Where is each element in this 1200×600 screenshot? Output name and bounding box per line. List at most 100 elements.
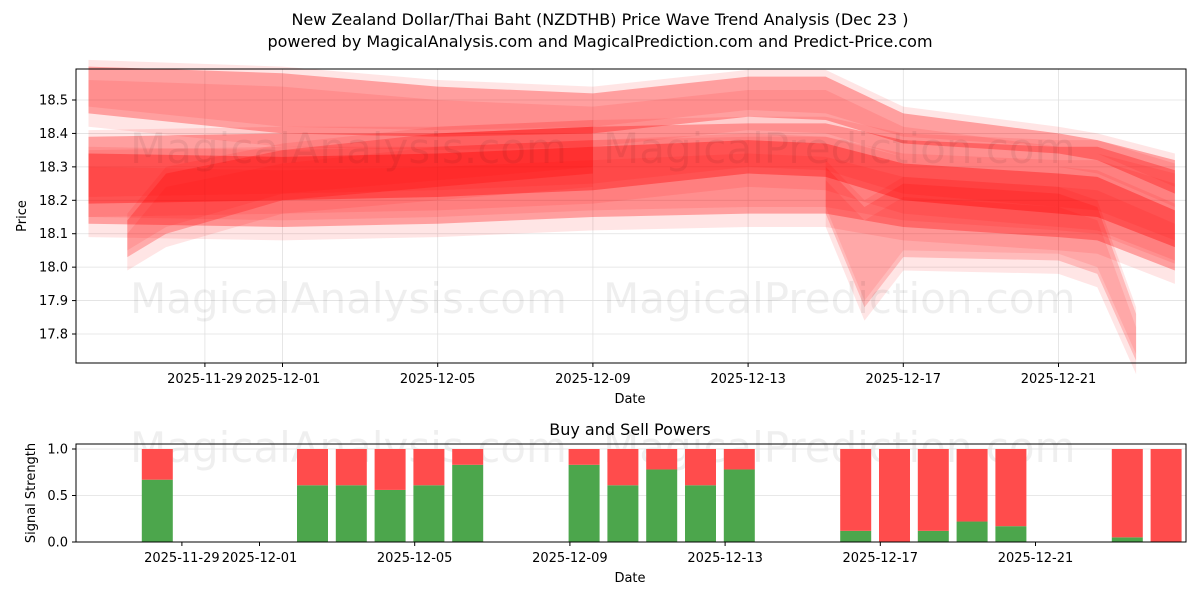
buy-segment [646,469,678,542]
sell-segment [141,449,173,480]
wave-late-drop-layer [825,160,1137,355]
price-plot-frame [75,68,1187,364]
signal-bar [1111,449,1143,542]
y-tick-label: 18.3 [39,160,68,175]
sell-segment [956,449,988,522]
sell-segment [646,449,678,470]
sell-segment [840,449,872,531]
signal-bar [956,449,988,542]
wave-upper-band [88,66,1175,194]
signal-bar [374,449,406,542]
sell-segment [723,449,755,470]
x-tick-label: 2025-11-29 [167,372,243,387]
y-tick-label: 17.9 [39,294,68,309]
buy-segment [413,485,445,542]
sell-segment [879,449,910,542]
y-tick-label: 18.1 [39,227,68,242]
wave-early-dip-layer [127,120,593,251]
buy-segment [1111,537,1143,542]
x-tick-label: 2025-12-05 [377,551,453,566]
signal-bar [568,449,600,542]
buy-segment [840,530,872,542]
wave-late-drop-layer [825,180,1137,375]
x-tick-label: 2025-12-09 [532,551,608,566]
wave-wide-band [88,123,1175,271]
wave-late-drop [825,166,1137,361]
signal-y-axis: 0.0 0.5 1.0 [47,443,76,551]
price-wave-bands [88,59,1175,375]
buy-segment [995,526,1027,542]
buy-segment [685,485,716,542]
buy-segment [335,485,367,542]
y-tick-label: 0.0 [47,536,68,551]
wave-early-dip-layer [127,140,593,271]
x-tick-label: 2025-12-01 [222,551,298,566]
sell-segment [1150,449,1182,542]
x-tick-label: 2025-12-05 [400,372,476,387]
x-tick-label: 2025-12-13 [687,551,763,566]
signal-bar [685,449,716,542]
signal-bar [879,449,910,542]
y-tick-label: 1.0 [47,443,68,458]
price-x-label: Date [614,392,645,407]
watermark-1: MagicalAnalysis.com [130,124,567,173]
wave-upper-band-layer [88,79,1175,207]
signal-bar [297,449,328,542]
buy-segment [917,530,949,542]
sell-segment [452,449,484,465]
watermark-3: MagicalAnalysis.com [130,274,567,323]
y-tick-label: 18.4 [39,127,68,142]
sell-segment [568,449,600,465]
signal-bar [917,449,949,542]
price-grid [76,69,1186,363]
signal-x-axis: 2025-11-29 2025-12-01 2025-12-05 2025-12-09… [144,542,1073,566]
sell-segment [413,449,445,486]
y-tick-label: 17.8 [39,328,68,343]
chart-subtitle: powered by MagicalAnalysis.com and Magic… [267,32,933,51]
signal-y-label: Signal Strength [24,443,39,543]
buy-segment [956,521,988,542]
y-tick-label: 0.5 [47,489,68,504]
buy-segment [723,469,755,542]
x-tick-label: 2025-12-21 [1021,372,1097,387]
chart-title: New Zealand Dollar/Thai Baht (NZDTHB) Pr… [291,10,909,29]
buy-segment [452,464,484,542]
watermark-2: MagicalPrediction.com [603,124,1076,173]
x-tick-label: 2025-12-21 [998,551,1074,566]
sell-segment [685,449,716,486]
signal-bar [413,449,445,542]
signal-chart-title: Buy and Sell Powers [549,420,711,439]
x-tick-label: 2025-12-17 [866,372,942,387]
x-tick-label: 2025-11-29 [144,551,220,566]
y-tick-label: 18.2 [39,194,68,209]
x-tick-label: 2025-12-17 [843,551,919,566]
signal-bar [840,449,872,542]
signal-plot-frame [75,443,1187,543]
price-y-axis: 17.8 17.9 18.0 18.1 18.2 18.3 18.4 18.5 [39,94,76,343]
signal-bar [335,449,367,542]
buy-segment [141,479,173,542]
buy-segment [374,489,406,542]
wave-wide-band-layer [88,116,1175,264]
x-tick-label: 2025-12-09 [555,372,631,387]
x-tick-label: 2025-12-13 [710,372,786,387]
buy-segment [297,485,328,542]
sell-segment [995,449,1027,527]
signal-bar [723,449,755,542]
signal-bar [452,449,484,542]
buy-sell-bars [141,449,1182,542]
signal-x-label: Date [614,571,645,586]
y-tick-label: 18.5 [39,94,68,109]
wave-wide-band-layer [88,136,1175,284]
price-y-label: Price [15,200,30,232]
sell-segment [374,449,406,490]
signal-bar [607,449,639,542]
wave-upper-band-layer [88,59,1175,187]
signal-bar [995,449,1027,542]
price-x-axis: 2025-11-29 2025-12-01 2025-12-05 2025-12-09… [167,363,1096,387]
watermark-4: MagicalPrediction.com [603,274,1076,323]
sell-segment [335,449,367,486]
sell-segment [917,449,949,531]
y-tick-label: 18.0 [39,261,68,276]
